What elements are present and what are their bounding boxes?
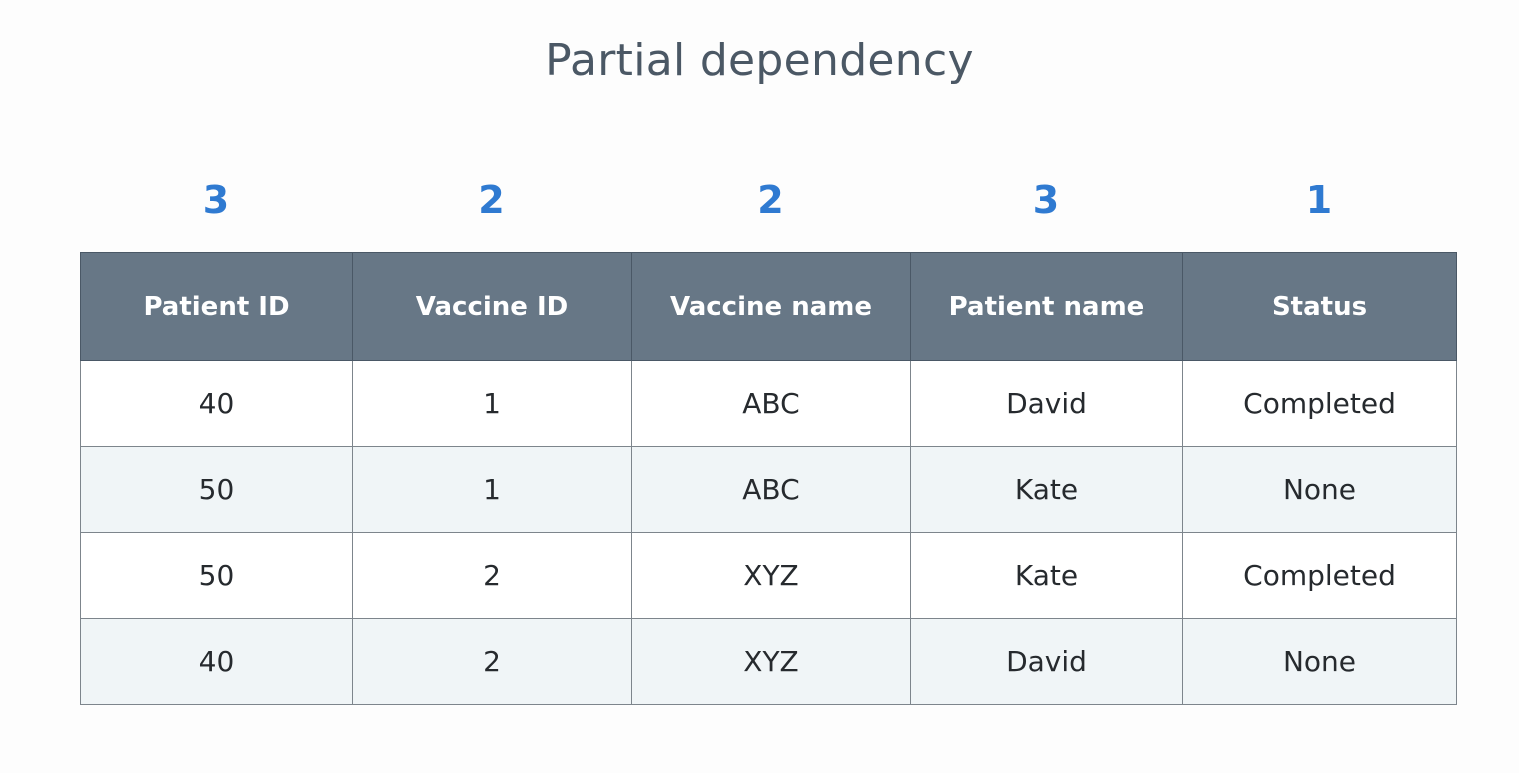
- cell-vaccine-name: XYZ: [631, 618, 911, 705]
- cell-patient-id: 50: [80, 532, 353, 619]
- count-status: 1: [1305, 178, 1333, 222]
- cell-patient-name: Kate: [910, 446, 1183, 533]
- count-patient-name: 3: [1032, 178, 1060, 222]
- cell-vaccine-id: 2: [352, 532, 632, 619]
- count-vaccine-name: 2: [757, 178, 784, 222]
- cell-status: Completed: [1182, 360, 1457, 447]
- slide-title: Partial dependency: [545, 35, 974, 86]
- table-row: 50 2 XYZ Kate Completed: [80, 532, 1457, 619]
- vaccination-table: Patient ID Vaccine ID Vaccine name Patie…: [80, 252, 1457, 705]
- header-patient-name: Patient name: [910, 252, 1183, 361]
- cell-vaccine-name: ABC: [631, 360, 911, 447]
- count-patient-id: 3: [202, 178, 230, 222]
- table-row: 40 2 XYZ David None: [80, 618, 1457, 705]
- table-header-row: Patient ID Vaccine ID Vaccine name Patie…: [80, 252, 1457, 361]
- count-vaccine-id: 2: [478, 178, 505, 222]
- table-row: 40 1 ABC David Completed: [80, 360, 1457, 447]
- cell-status: None: [1182, 618, 1457, 705]
- header-vaccine-id: Vaccine ID: [352, 252, 632, 361]
- cell-patient-id: 40: [80, 360, 353, 447]
- column-counts: 3 2 2 3 1: [80, 172, 1456, 228]
- cell-vaccine-id: 1: [352, 360, 632, 447]
- header-status: Status: [1182, 252, 1457, 361]
- table-row: 50 1 ABC Kate None: [80, 446, 1457, 533]
- cell-status: Completed: [1182, 532, 1457, 619]
- cell-status: None: [1182, 446, 1457, 533]
- cell-vaccine-id: 1: [352, 446, 632, 533]
- cell-patient-id: 50: [80, 446, 353, 533]
- header-vaccine-name: Vaccine name: [631, 252, 911, 361]
- cell-vaccine-name: XYZ: [631, 532, 911, 619]
- cell-patient-id: 40: [80, 618, 353, 705]
- cell-patient-name: David: [910, 360, 1183, 447]
- cell-vaccine-id: 2: [352, 618, 632, 705]
- cell-patient-name: Kate: [910, 532, 1183, 619]
- cell-patient-name: David: [910, 618, 1183, 705]
- cell-vaccine-name: ABC: [631, 446, 911, 533]
- header-patient-id: Patient ID: [80, 252, 353, 361]
